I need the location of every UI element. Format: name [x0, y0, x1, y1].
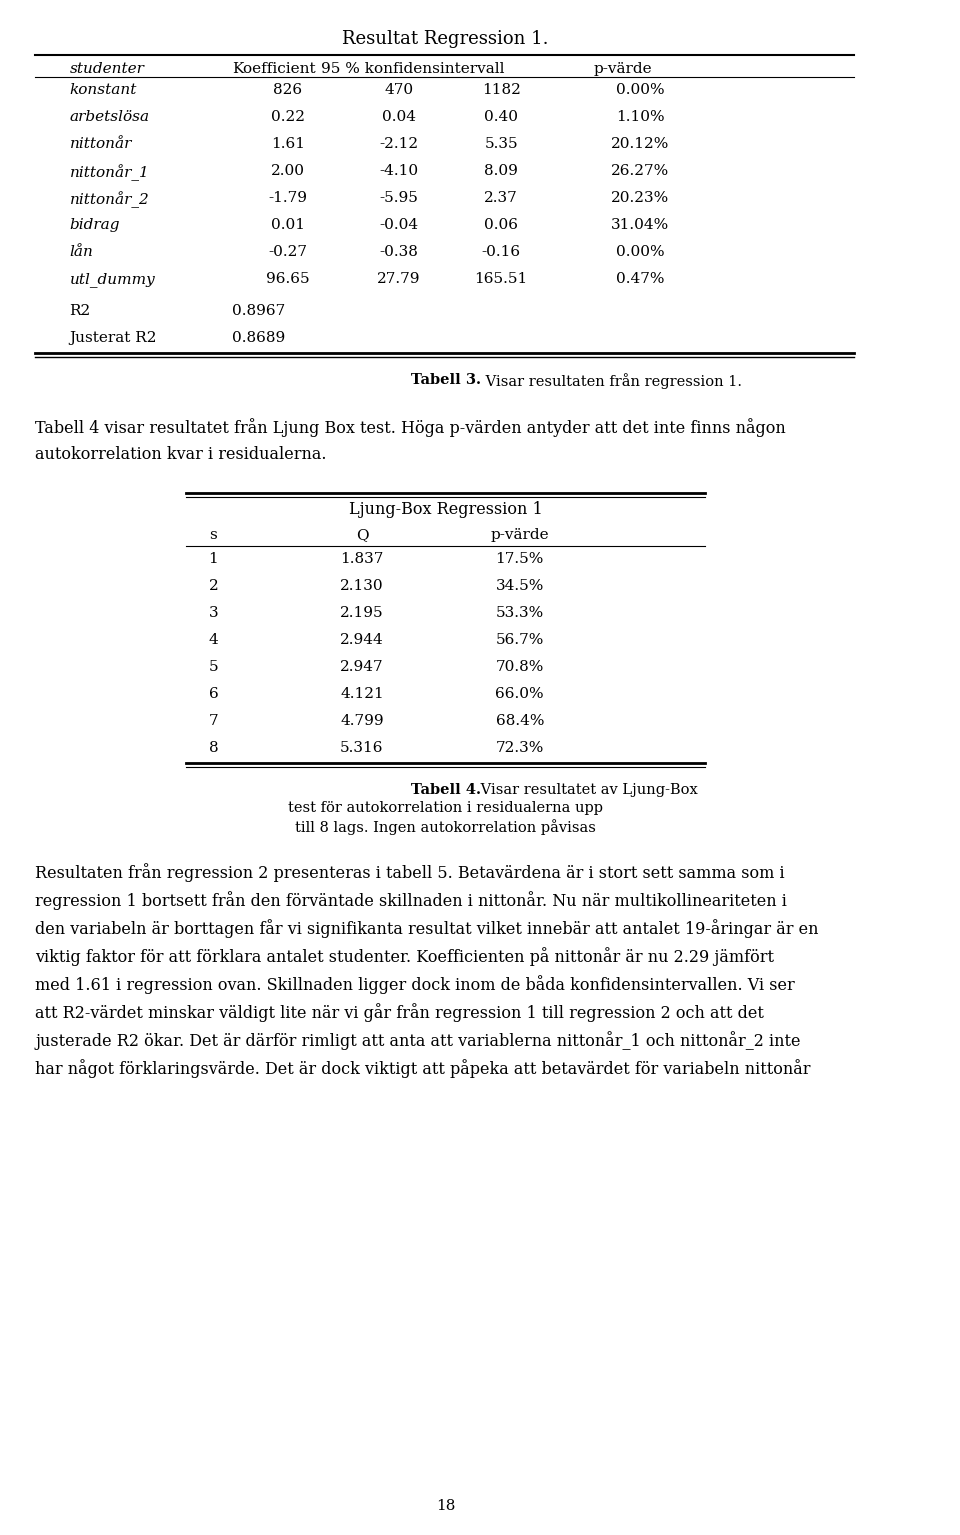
Text: 72.3%: 72.3%: [495, 741, 544, 755]
Text: 17.5%: 17.5%: [495, 553, 544, 566]
Text: 34.5%: 34.5%: [495, 579, 544, 593]
Text: 2.37: 2.37: [485, 190, 518, 206]
Text: -0.27: -0.27: [268, 246, 307, 259]
Text: 95 % konfidensintervall: 95 % konfidensintervall: [322, 61, 505, 77]
Text: 70.8%: 70.8%: [495, 660, 544, 674]
Text: 6: 6: [208, 688, 218, 701]
Text: 5.35: 5.35: [485, 137, 518, 150]
Text: -2.12: -2.12: [379, 137, 419, 150]
Text: 470: 470: [385, 83, 414, 97]
Text: nittonår_1: nittonår_1: [70, 164, 150, 181]
Text: autokorrelation kvar i residualerna.: autokorrelation kvar i residualerna.: [36, 447, 326, 464]
Text: 2.947: 2.947: [340, 660, 384, 674]
Text: 7: 7: [208, 714, 218, 728]
Text: 1: 1: [208, 553, 218, 566]
Text: 0.8689: 0.8689: [232, 332, 285, 345]
Text: 20.23%: 20.23%: [612, 190, 669, 206]
Text: 0.00%: 0.00%: [616, 246, 664, 259]
Text: har något förklaringsvärde. Det är dock viktigt att påpeka att betavärdet för va: har något förklaringsvärde. Det är dock …: [36, 1059, 811, 1078]
Text: 2.944: 2.944: [340, 632, 384, 646]
Text: 66.0%: 66.0%: [495, 688, 544, 701]
Text: 56.7%: 56.7%: [495, 632, 544, 646]
Text: -0.04: -0.04: [379, 218, 419, 232]
Text: 826: 826: [274, 83, 302, 97]
Text: Justerat R2: Justerat R2: [70, 332, 157, 345]
Text: studenter: studenter: [70, 61, 145, 77]
Text: 26.27%: 26.27%: [612, 164, 669, 178]
Text: Tabell 3.: Tabell 3.: [411, 373, 481, 387]
Text: 3: 3: [208, 606, 218, 620]
Text: Resultaten från regression 2 presenteras i tabell 5. Betavärdena är i stort sett: Resultaten från regression 2 presenteras…: [36, 863, 785, 883]
Text: 2.130: 2.130: [340, 579, 384, 593]
Text: 27.79: 27.79: [377, 272, 420, 286]
Text: 4.799: 4.799: [340, 714, 384, 728]
Text: 53.3%: 53.3%: [495, 606, 544, 620]
Text: 0.47%: 0.47%: [616, 272, 664, 286]
Text: 2.195: 2.195: [340, 606, 384, 620]
Text: 0.04: 0.04: [382, 111, 416, 124]
Text: 20.12%: 20.12%: [612, 137, 670, 150]
Text: Visar resultatet av Ljung-Box: Visar resultatet av Ljung-Box: [476, 783, 698, 797]
Text: 0.22: 0.22: [271, 111, 304, 124]
Text: 4: 4: [208, 632, 218, 646]
Text: -5.95: -5.95: [379, 190, 419, 206]
Text: nittonår: nittonår: [70, 137, 132, 150]
Text: -0.16: -0.16: [482, 246, 520, 259]
Text: 165.51: 165.51: [474, 272, 528, 286]
Text: test för autokorrelation i residualerna upp: test för autokorrelation i residualerna …: [288, 801, 603, 815]
Text: den variabeln är borttagen får vi signifikanta resultat vilket innebär att antal: den variabeln är borttagen får vi signif…: [36, 919, 819, 938]
Text: regression 1 bortsett från den förväntade skillnaden i nittonår. Nu när multikol: regression 1 bortsett från den förväntad…: [36, 890, 787, 910]
Text: lån: lån: [70, 246, 93, 259]
Text: utl_dummy: utl_dummy: [70, 272, 156, 287]
Text: nittonår_2: nittonår_2: [70, 190, 150, 207]
Text: R2: R2: [70, 304, 91, 318]
Text: 5: 5: [208, 660, 218, 674]
Text: 0.00%: 0.00%: [616, 83, 664, 97]
Text: 18: 18: [436, 1500, 455, 1514]
Text: 4.121: 4.121: [340, 688, 384, 701]
Text: 1182: 1182: [482, 83, 520, 97]
Text: -0.38: -0.38: [379, 246, 419, 259]
Text: 8.09: 8.09: [484, 164, 518, 178]
Text: 1.10%: 1.10%: [616, 111, 664, 124]
Text: 96.65: 96.65: [266, 272, 309, 286]
Text: Tabell 4.: Tabell 4.: [411, 783, 481, 797]
Text: 0.8967: 0.8967: [232, 304, 285, 318]
Text: med 1.61 i regression ovan. Skillnaden ligger dock inom de båda konfidensinterva: med 1.61 i regression ovan. Skillnaden l…: [36, 975, 795, 993]
Text: 2: 2: [208, 579, 218, 593]
Text: Q: Q: [355, 528, 369, 542]
Text: 0.01: 0.01: [271, 218, 304, 232]
Text: bidrag: bidrag: [70, 218, 120, 232]
Text: Visar resultaten från regression 1.: Visar resultaten från regression 1.: [481, 373, 742, 388]
Text: Koefficient: Koefficient: [232, 61, 316, 77]
Text: att R2-värdet minskar väldigt lite när vi går från regression 1 till regression : att R2-värdet minskar väldigt lite när v…: [36, 1002, 764, 1022]
Text: Ljung-Box Regression 1: Ljung-Box Regression 1: [348, 500, 542, 517]
Text: 0.40: 0.40: [484, 111, 518, 124]
Text: s: s: [209, 528, 217, 542]
Text: -1.79: -1.79: [268, 190, 307, 206]
Text: Resultat Regression 1.: Resultat Regression 1.: [343, 31, 549, 48]
Text: 5.316: 5.316: [340, 741, 384, 755]
Text: viktig faktor för att förklara antalet studenter. Koefficienten på nittonår är n: viktig faktor för att förklara antalet s…: [36, 947, 775, 966]
Text: 31.04%: 31.04%: [612, 218, 669, 232]
Text: justerade R2 ökar. Det är därför rimligt att anta att variablerna nittonår_1 och: justerade R2 ökar. Det är därför rimligt…: [36, 1032, 801, 1050]
Text: 0.06: 0.06: [484, 218, 518, 232]
Text: 2.00: 2.00: [271, 164, 304, 178]
Text: Tabell 4 visar resultatet från Ljung Box test. Höga p-värden antyder att det int: Tabell 4 visar resultatet från Ljung Box…: [36, 418, 786, 437]
Text: p-värde: p-värde: [491, 528, 549, 542]
Text: 8: 8: [208, 741, 218, 755]
Text: 68.4%: 68.4%: [495, 714, 544, 728]
Text: 1.837: 1.837: [340, 553, 384, 566]
Text: 1.61: 1.61: [271, 137, 304, 150]
Text: konstant: konstant: [70, 83, 137, 97]
Text: arbetslösa: arbetslösa: [70, 111, 150, 124]
Text: -4.10: -4.10: [379, 164, 419, 178]
Text: p-värde: p-värde: [594, 61, 653, 77]
Text: till 8 lags. Ingen autokorrelation påvisas: till 8 lags. Ingen autokorrelation påvis…: [295, 820, 596, 835]
